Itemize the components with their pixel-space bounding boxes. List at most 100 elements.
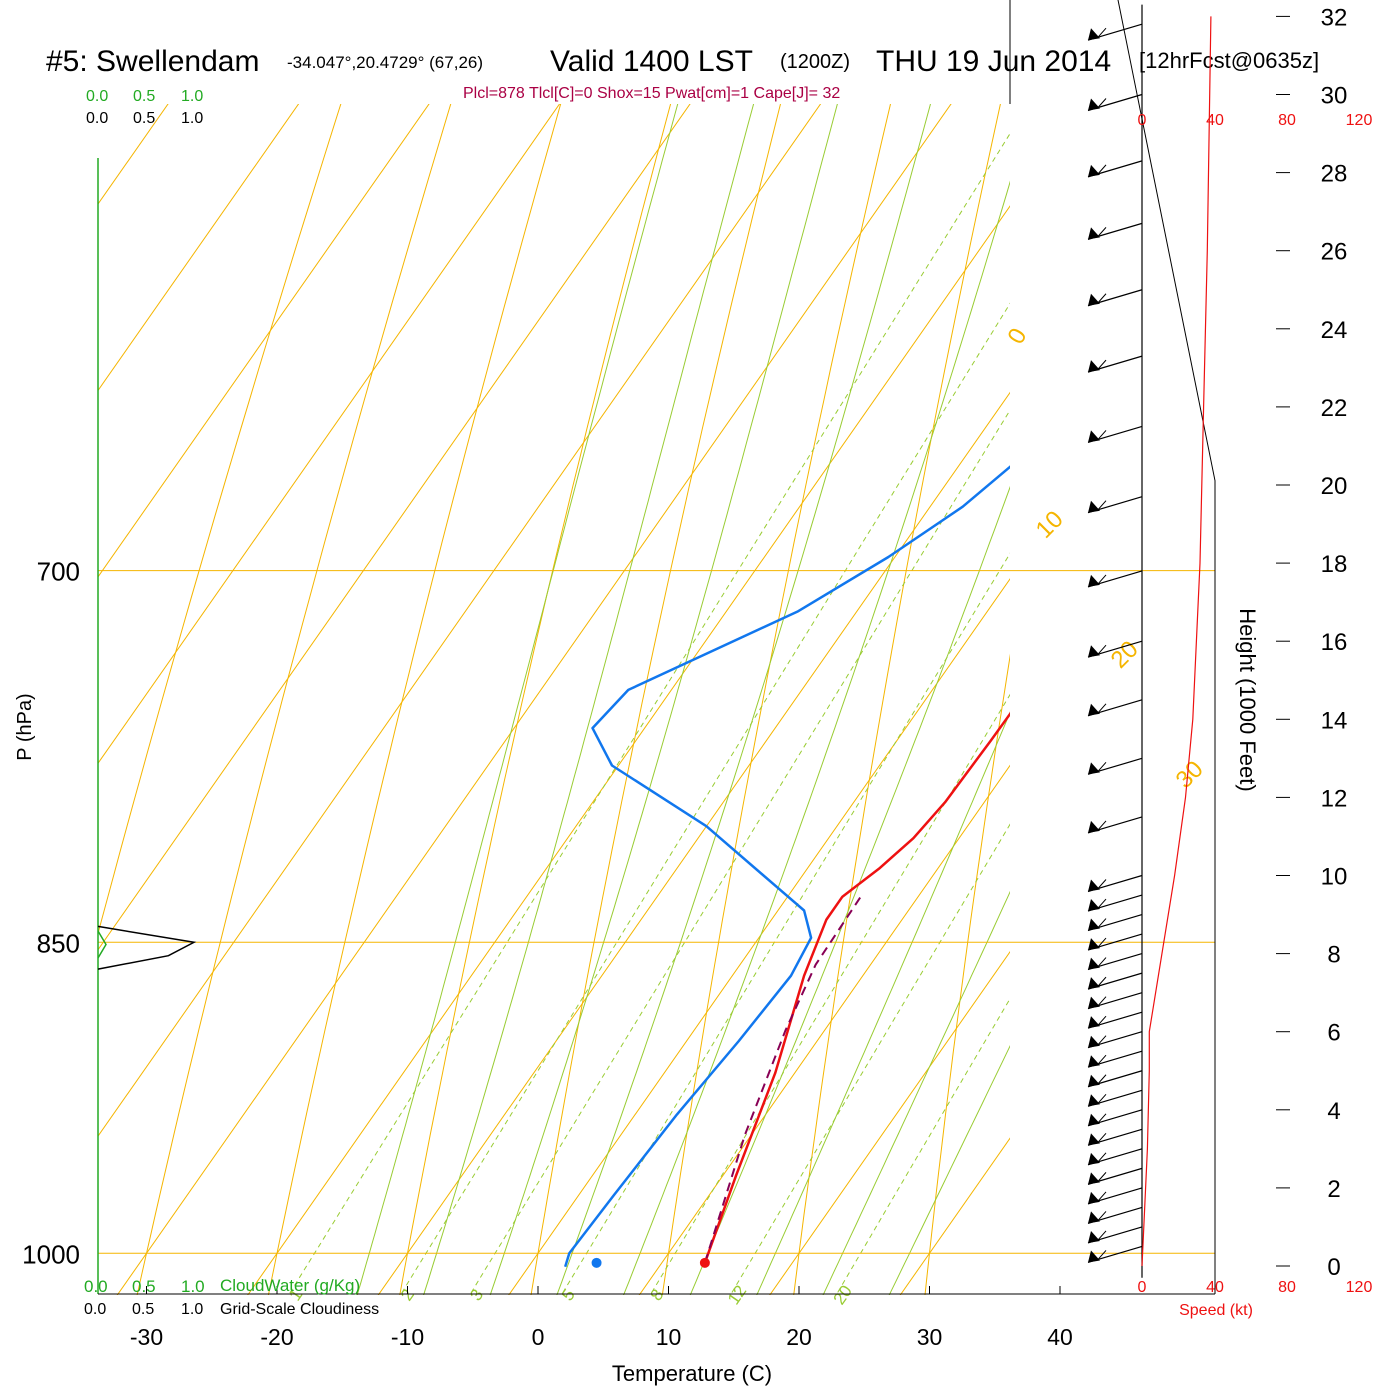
bottom-cloudwater-scale: 0.0 0.5 1.0 CloudWater (g/Kg) [84, 1276, 360, 1296]
moist-adiabat-line [489, 104, 838, 1295]
dry-adiabat-label: 0 [1002, 324, 1032, 349]
wind-barb [1087, 640, 1143, 658]
isotherms [98, 104, 1010, 1295]
mixing-ratio-line [469, 409, 1010, 1295]
wind-barb-feather [1097, 98, 1107, 108]
speed-axis-bottom: 0 40 80 120 Speed (kt) [1138, 1279, 1373, 1319]
dry-adiabat-line [661, 104, 892, 1295]
isotherm-line [377, 391, 1010, 1295]
wind-barb [1087, 933, 1143, 951]
mixing-ratio-line [560, 552, 1010, 1295]
wind-barb-feather [1097, 1132, 1107, 1143]
wind-barb [1087, 1245, 1143, 1264]
dry-adiabat-label: 20 [1106, 636, 1144, 674]
speed-axis-top: 0 40 80 120 [1138, 112, 1373, 129]
wind-barb [1087, 1128, 1143, 1146]
dry-adiabat-label: 30 [1171, 756, 1209, 794]
wind-barb-feather [1097, 1074, 1107, 1085]
mixing-ratio-label: 12 [724, 1282, 750, 1308]
speed-tick-top: 120 [1346, 112, 1373, 129]
pressure-tick-label: 850 [37, 928, 80, 958]
wind-barb-flag [1088, 1113, 1100, 1126]
wind-barb [1087, 222, 1143, 240]
isotherm-line [98, 104, 430, 578]
wind-barb-flag [1088, 1191, 1100, 1204]
wind-barb-feather [1097, 898, 1107, 909]
wind-barb-flag [1088, 879, 1100, 892]
top-cloudwater-tick: 0.0 [86, 88, 108, 105]
moist-adiabat-line [623, 180, 1010, 1295]
isotherm-line [98, 104, 300, 392]
temperature-line [703, 711, 1010, 1264]
wind-barb-feather [1097, 762, 1107, 772]
isobars [98, 570, 1215, 1254]
top-cloudiness-tick: 1.0 [181, 110, 203, 127]
height-tick-label: 14 [1321, 707, 1348, 734]
top-cloudiness-tick: 0.5 [133, 110, 155, 127]
height-tick-label: 22 [1321, 395, 1348, 422]
wind-barb-feather [1097, 1113, 1107, 1124]
wind-barb [1087, 953, 1143, 971]
wind-barb-feather [1097, 976, 1107, 987]
wind-barb-flag [1088, 227, 1100, 240]
x-tick-label: 20 [786, 1324, 812, 1350]
wind-barb-flag [1088, 1250, 1100, 1263]
wind-barb-feather [1097, 703, 1107, 714]
height-axis-title: Height (1000 Feet) [1235, 608, 1260, 791]
wind-barb [1087, 1187, 1143, 1205]
wind-barb-feather [1097, 1015, 1107, 1026]
dry-adiabat-line [1184, 0, 1400, 1347]
dry-adiabat-line [530, 104, 782, 1295]
wind-speed-line [1141, 16, 1212, 1267]
wind-barb-flag [1088, 98, 1100, 111]
mixing-ratio-label: 5 [558, 1286, 579, 1305]
x-tick-label: 40 [1047, 1324, 1073, 1350]
bottom-cloudiness-tick: 0.5 [132, 1301, 154, 1318]
wind-barb-flag [1088, 820, 1100, 833]
station-title: #5: Swellendam [46, 45, 259, 78]
wind-barb-flag [1088, 645, 1100, 658]
wind-barb [1087, 1167, 1143, 1185]
wind-barb [1087, 425, 1143, 444]
wind-barb-flag [1088, 977, 1100, 990]
wind-barb-feather [1097, 957, 1107, 967]
dry-adiabat-label: 10 [1031, 506, 1069, 544]
wind-barb-feather [1097, 644, 1107, 655]
pressure-axis: 2503004005007008501000 [22, 557, 80, 1270]
mixing-ratio-line [288, 132, 1010, 1295]
height-tick-label: 30 [1321, 83, 1348, 110]
wind-barb [1087, 816, 1143, 834]
bottom-cloudiness-tick: 0.0 [84, 1301, 106, 1318]
moist-adiabat-line [822, 890, 1010, 1295]
height-tick-label: 28 [1321, 161, 1348, 188]
wind-barb [1087, 757, 1143, 775]
isotherm-line [98, 104, 169, 205]
isotherm-line [116, 104, 952, 1295]
wind-barb [1087, 93, 1143, 112]
wind-barb-flag [1088, 938, 1100, 951]
x-tick-label: -30 [130, 1324, 163, 1350]
wind-barb-flag [1088, 430, 1100, 443]
speed-tick-bottom: 80 [1278, 1279, 1296, 1296]
moist-adiabat-line [356, 104, 679, 1295]
height-tick-label: 12 [1321, 785, 1348, 812]
cloudiness-label: Grid-Scale Cloudiness [220, 1301, 379, 1318]
wind-barb-flag [1088, 1016, 1100, 1029]
wind-barb-feather [1097, 996, 1107, 1006]
valid-zulu: (1200Z) [780, 51, 850, 73]
wind-barb-feather [1097, 1035, 1107, 1046]
wind-barb-flag [1088, 1172, 1100, 1185]
isotherm-line [98, 104, 822, 1138]
wind-barb-flag [1088, 1035, 1100, 1048]
station-coords: -34.047°,20.4729° (67,26) [287, 53, 483, 72]
dry-adiabat-line [399, 104, 672, 1295]
wind-barb-feather [1097, 359, 1107, 370]
wind-barb [1087, 1011, 1143, 1029]
mixing-ratio-line [399, 302, 1010, 1295]
bottom-cloudwater-tick: 0.0 [84, 1277, 108, 1296]
dry-adiabat-line [98, 104, 342, 936]
forecast-info: [12hrFcst@0635z] [1139, 48, 1319, 73]
wind-barb-feather [1097, 1211, 1107, 1221]
top-cloudwater-tick: 0.5 [133, 88, 155, 105]
wind-barb [1087, 570, 1143, 588]
